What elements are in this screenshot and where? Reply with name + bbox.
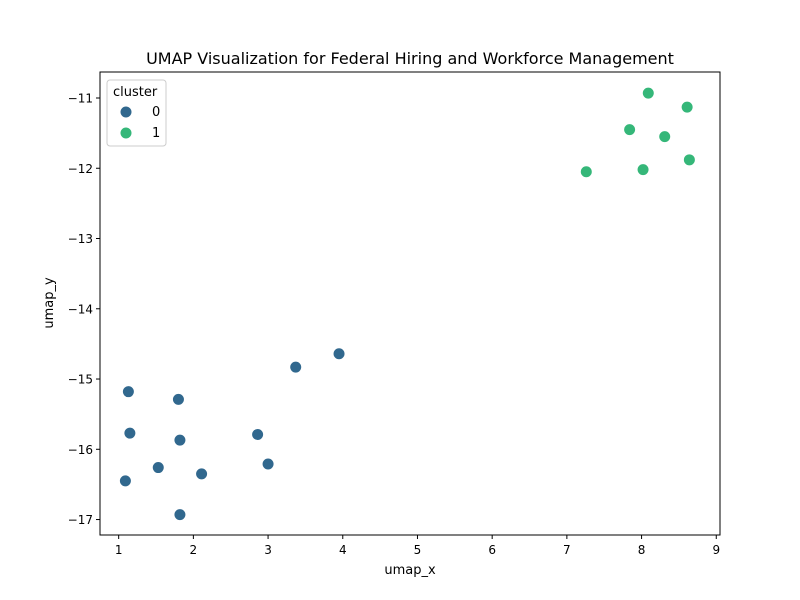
chart-title: UMAP Visualization for Federal Hiring an… [146, 49, 674, 68]
x-tick-label: 5 [414, 543, 422, 557]
y-tick-label: −15 [68, 373, 93, 387]
x-tick-label: 2 [190, 543, 198, 557]
x-tick-label: 9 [712, 543, 720, 557]
x-tick-label: 8 [638, 543, 646, 557]
legend-marker-cluster-1 [119, 126, 133, 140]
legend-marker-cluster-0 [119, 105, 133, 119]
data-point-cluster-1 [579, 165, 593, 179]
x-tick-label: 4 [339, 543, 347, 557]
plot-frame [99, 71, 721, 536]
x-axis: 1 2 3 4 5 6 7 8 9 [115, 535, 720, 557]
data-point-cluster-0 [123, 426, 137, 440]
y-tick-label: −13 [68, 232, 93, 246]
x-axis-label: umap_x [384, 563, 436, 578]
y-tick-label: −12 [68, 162, 93, 176]
data-point-cluster-0 [332, 347, 346, 361]
y-tick-label: −16 [68, 443, 93, 457]
data-point-cluster-0 [289, 360, 303, 374]
legend: cluster 0 1 [106, 79, 167, 147]
data-point-cluster-0 [121, 385, 135, 399]
data-point-cluster-0 [173, 508, 187, 522]
data-point-cluster-0 [118, 474, 132, 488]
y-axis: −17 −16 −15 −14 −13 −12 −11 [68, 91, 100, 527]
legend-title: cluster [113, 85, 158, 100]
data-point-cluster-0 [173, 433, 187, 447]
x-tick-label: 1 [115, 543, 123, 557]
y-tick-label: −14 [68, 302, 93, 316]
data-point-cluster-0 [261, 457, 275, 471]
data-point-cluster-1 [682, 153, 696, 167]
y-tick-label: −11 [68, 91, 93, 105]
data-point-cluster-1 [641, 86, 655, 100]
x-tick-label: 6 [488, 543, 496, 557]
x-tick-label: 7 [563, 543, 571, 557]
data-point-cluster-1 [623, 123, 637, 137]
points-layer [118, 86, 696, 522]
data-point-cluster-0 [151, 461, 165, 475]
legend-label-cluster-0: 0 [152, 105, 160, 120]
data-point-cluster-1 [680, 100, 694, 114]
data-point-cluster-1 [636, 163, 650, 177]
data-point-cluster-0 [195, 467, 209, 481]
data-point-cluster-1 [658, 130, 672, 144]
y-tick-label: −17 [68, 513, 93, 527]
x-tick-label: 3 [264, 543, 272, 557]
data-point-cluster-0 [171, 392, 185, 406]
y-axis-label: umap_y [42, 277, 57, 329]
legend-label-cluster-1: 1 [152, 126, 160, 141]
data-point-cluster-0 [251, 428, 265, 442]
